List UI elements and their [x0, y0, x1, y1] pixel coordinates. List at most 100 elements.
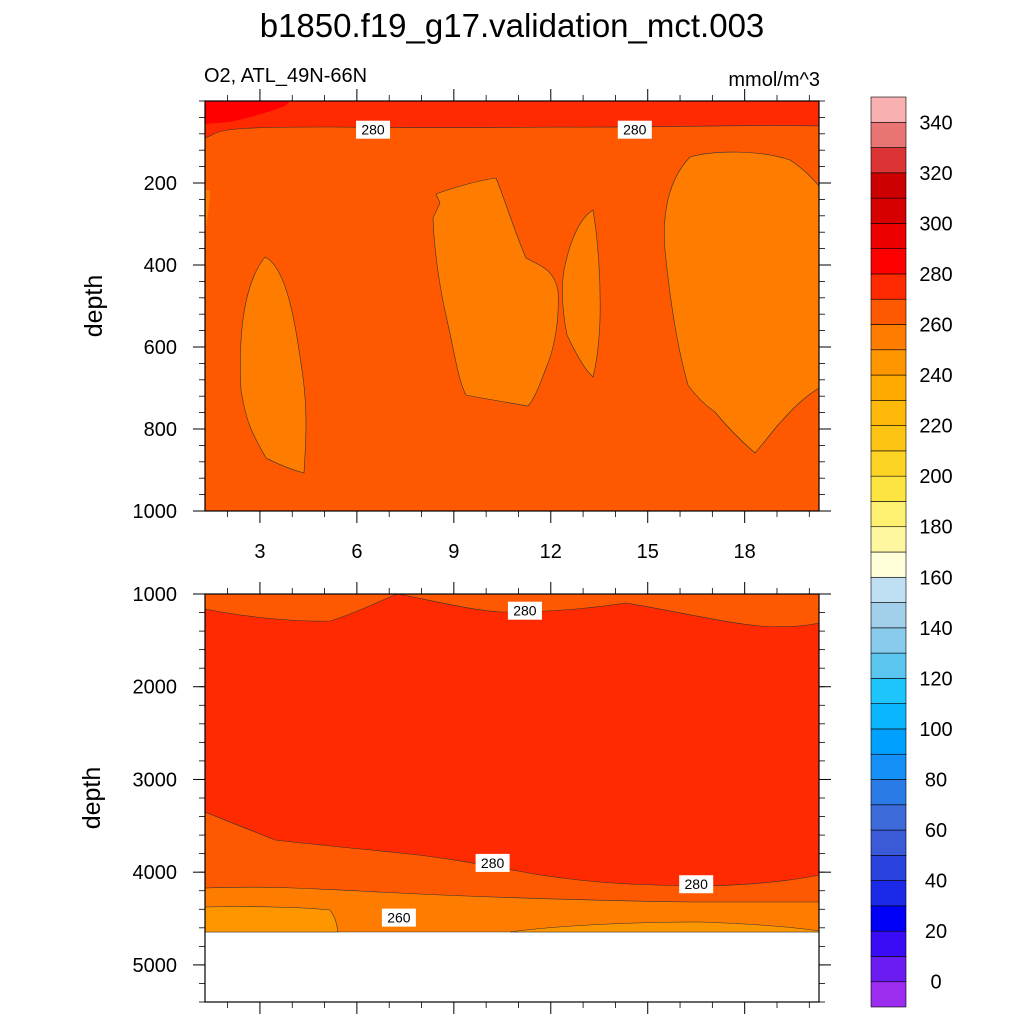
- colorbar-tick-label: 340: [919, 112, 952, 134]
- colorbar-swatch: [870, 298, 907, 325]
- colorbar-tick-label: 240: [919, 365, 952, 387]
- lower-panel-ylabel: depth: [78, 767, 106, 830]
- colorbar-tick-label: 260: [919, 315, 952, 337]
- colorbar-tick-label: 120: [919, 668, 952, 690]
- lower-band-260-270: [204, 886, 820, 933]
- colorbar-tick-label: 180: [919, 517, 952, 539]
- colorbar-tick-label: 80: [925, 770, 947, 792]
- upper-panel-variable-label: O2, ATL_49N-66N: [204, 65, 367, 87]
- colorbar-swatch: [870, 905, 907, 932]
- lower-panel-axes: 1000 2000 3000 4000 5000: [133, 582, 831, 1014]
- colorbar: 0 20 40 60 80 100 120 140 160 180 200 220 240 260 280 3…: [870, 96, 953, 1008]
- upper-panel-axes: 200 400 600 800 1000 3 6 9 12 15 18: [133, 89, 831, 563]
- upper-ytick-label: 200: [144, 173, 177, 195]
- colorbar-tick-label: 320: [919, 163, 952, 185]
- colorbar-tick-label: 220: [919, 416, 952, 438]
- upper-xtick-label: 12: [540, 541, 562, 563]
- colorbar-swatch: [870, 273, 907, 300]
- contour-label-text: 280: [513, 603, 537, 619]
- colorbar-swatch: [870, 602, 907, 629]
- lower-ytick-label: 5000: [133, 955, 178, 977]
- lower-contour-labels: 280 280 280 260: [381, 601, 714, 927]
- lower-panel-plot: 280 280 280 260: [204, 593, 820, 1003]
- lower-bottom-sliver-250-260: [509, 921, 820, 933]
- contour-label-text: 280: [623, 122, 647, 138]
- contour-label-bg: [507, 601, 542, 620]
- upper-pocket-260-270: [240, 256, 307, 474]
- colorbar-swatch: [870, 197, 907, 224]
- colorbar-tick-label: 200: [919, 466, 952, 488]
- contour-label: 280: [617, 120, 652, 139]
- contour-label: 280: [507, 601, 542, 620]
- colorbar-swatch: [870, 172, 907, 199]
- contour-label-bg: [679, 875, 714, 894]
- colorbar-swatch: [870, 121, 907, 148]
- upper-xtick-label: 18: [734, 541, 756, 563]
- colorbar-swatch: [870, 652, 907, 679]
- colorbar-swatch: [870, 804, 907, 831]
- contour-label-bg: [475, 853, 510, 872]
- upper-edge-sliver: [205, 190, 210, 235]
- upper-ytick-label: 600: [144, 337, 177, 359]
- colorbar-swatch: [870, 678, 907, 704]
- lower-ytick-label: 3000: [133, 769, 178, 791]
- upper-xtick-label: 6: [351, 541, 362, 563]
- colorbar-swatch: [870, 703, 907, 730]
- colorbar-tick-label: 300: [919, 213, 952, 235]
- contour-label: 280: [356, 120, 391, 139]
- upper-contour-labels: 280 280: [356, 120, 652, 139]
- lower-core-280-290: [204, 593, 820, 887]
- colorbar-swatch: [870, 475, 907, 502]
- colorbar-swatch: [870, 855, 907, 881]
- colorbar-swatch: [870, 576, 907, 603]
- colorbar-swatch: [870, 981, 907, 1008]
- colorbar-swatch: [870, 223, 907, 249]
- colorbar-swatch: [870, 930, 907, 957]
- lower-ytick-label: 1000: [133, 584, 178, 606]
- contour-label: 280: [475, 853, 510, 872]
- colorbar-swatch: [870, 728, 907, 755]
- colorbar-swatch: [870, 450, 907, 477]
- colorbar-tick-label: 140: [919, 618, 952, 640]
- contour-label-text: 280: [481, 855, 505, 871]
- colorbar-swatch: [870, 248, 907, 275]
- upper-panel-ylabel: depth: [80, 275, 108, 338]
- upper-xtick-label: 9: [448, 541, 459, 563]
- colorbar-swatch: [870, 501, 907, 528]
- contour-label: 260: [381, 908, 416, 927]
- colorbar-swatch: [870, 779, 907, 806]
- lower-pocket-250-260: [204, 906, 339, 933]
- colorbar-tick-label: 280: [919, 264, 952, 286]
- colorbar-tick-label: 40: [925, 871, 947, 893]
- lower-ytick-label: 2000: [133, 677, 178, 699]
- contour-label-bg: [617, 120, 652, 139]
- colorbar-swatch: [870, 425, 907, 452]
- upper-surface-280-290: [204, 100, 820, 139]
- colorbar-swatch: [870, 324, 907, 351]
- colorbar-swatch: [870, 526, 907, 553]
- colorbar-tick-label: 60: [925, 820, 947, 842]
- colorbar-swatch: [870, 374, 907, 401]
- colorbar-swatch: [870, 956, 907, 983]
- colorbar-swatch: [870, 551, 907, 578]
- contour-label-bg: [381, 908, 416, 927]
- upper-panel-frame: [204, 100, 820, 512]
- upper-ytick-label: 1000: [133, 501, 178, 523]
- contour-label-text: 280: [685, 876, 709, 892]
- upper-panel-plot: 280 280: [204, 100, 820, 512]
- upper-panel-units-label: mmol/m^3: [728, 69, 820, 91]
- contour-label-text: 280: [361, 122, 385, 138]
- upper-xtick-label: 15: [637, 541, 659, 563]
- colorbar-swatch: [870, 349, 907, 376]
- upper-ytick-label: 800: [144, 419, 177, 441]
- colorbar-swatch: [870, 96, 907, 123]
- upper-pocket-260-270: [663, 151, 820, 454]
- upper-xtick-label: 3: [254, 541, 265, 563]
- upper-pocket-260-270: [562, 209, 601, 378]
- colorbar-swatch: [870, 753, 907, 780]
- colorbar-swatch: [870, 627, 907, 654]
- contour-label: 280: [679, 875, 714, 894]
- contour-label-text: 260: [387, 910, 411, 926]
- upper-pocket-260-270: [432, 177, 559, 407]
